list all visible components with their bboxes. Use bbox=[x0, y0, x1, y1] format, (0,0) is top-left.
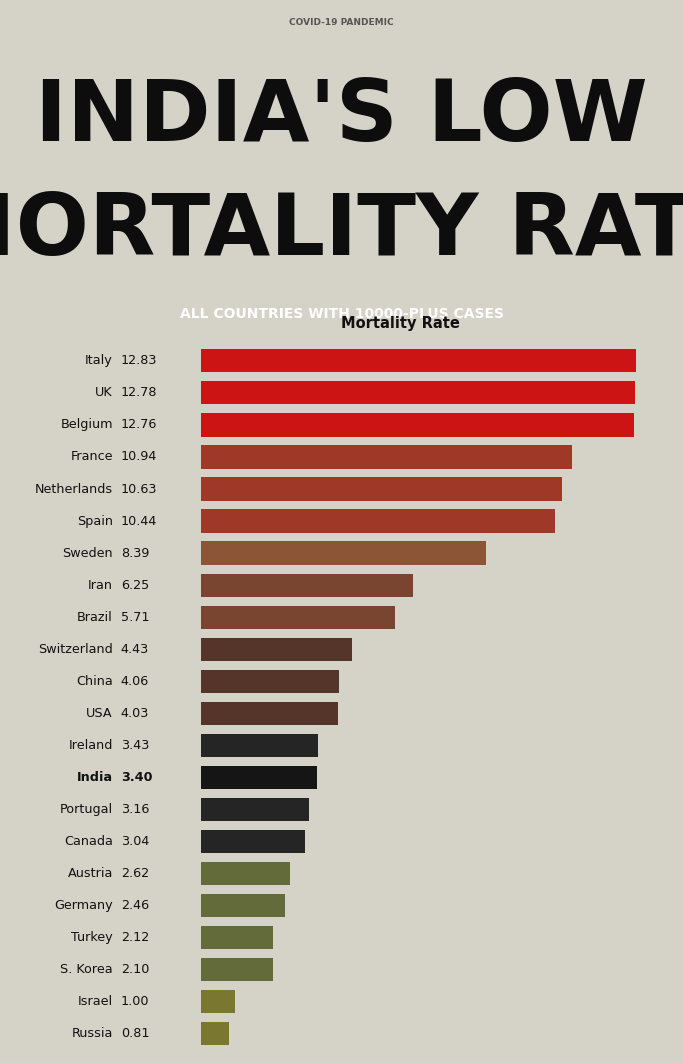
Text: USA: USA bbox=[86, 707, 113, 720]
Text: Austria: Austria bbox=[68, 866, 113, 879]
Text: Israel: Israel bbox=[78, 995, 113, 1008]
Bar bbox=[201, 670, 339, 693]
Text: ALL COUNTRIES WITH 10000-PLUS CASES: ALL COUNTRIES WITH 10000-PLUS CASES bbox=[180, 306, 503, 321]
Text: Canada: Canada bbox=[64, 834, 113, 847]
Bar bbox=[201, 958, 273, 981]
Text: Italy: Italy bbox=[85, 354, 113, 368]
Bar bbox=[201, 797, 309, 821]
Text: China: China bbox=[76, 675, 113, 688]
Text: Russia: Russia bbox=[72, 1027, 113, 1040]
Bar bbox=[201, 1022, 229, 1045]
Text: 12.83: 12.83 bbox=[121, 354, 157, 368]
Bar bbox=[201, 638, 352, 660]
Text: 2.12: 2.12 bbox=[121, 930, 149, 944]
Text: UK: UK bbox=[95, 387, 113, 400]
Text: 12.76: 12.76 bbox=[121, 419, 157, 432]
Text: 10.94: 10.94 bbox=[121, 451, 157, 463]
Bar bbox=[201, 733, 318, 757]
Text: 5.71: 5.71 bbox=[121, 610, 150, 624]
Text: 3.43: 3.43 bbox=[121, 739, 150, 752]
Text: 3.16: 3.16 bbox=[121, 803, 150, 815]
Text: Netherlands: Netherlands bbox=[35, 483, 113, 495]
Text: 2.10: 2.10 bbox=[121, 963, 150, 976]
Text: 6.25: 6.25 bbox=[121, 578, 149, 591]
Text: INDIA'S LOW: INDIA'S LOW bbox=[35, 77, 648, 159]
Text: 3.04: 3.04 bbox=[121, 834, 150, 847]
Text: S. Korea: S. Korea bbox=[60, 963, 113, 976]
Text: France: France bbox=[70, 451, 113, 463]
Bar bbox=[201, 382, 635, 405]
Text: 2.46: 2.46 bbox=[121, 898, 149, 912]
Bar bbox=[201, 894, 285, 916]
Text: Brazil: Brazil bbox=[77, 610, 113, 624]
Text: Germany: Germany bbox=[54, 898, 113, 912]
Text: Spain: Spain bbox=[76, 514, 113, 527]
Bar bbox=[201, 541, 486, 564]
Bar bbox=[201, 350, 637, 372]
Text: 0.81: 0.81 bbox=[121, 1027, 150, 1040]
Text: COVID-19 PANDEMIC: COVID-19 PANDEMIC bbox=[289, 18, 394, 27]
Text: MORTALITY RATE: MORTALITY RATE bbox=[0, 190, 683, 273]
Bar bbox=[201, 445, 572, 469]
Text: Switzerland: Switzerland bbox=[38, 642, 113, 656]
Bar bbox=[201, 509, 555, 533]
Text: 4.06: 4.06 bbox=[121, 675, 149, 688]
Text: 4.03: 4.03 bbox=[121, 707, 150, 720]
Text: Iran: Iran bbox=[88, 578, 113, 591]
Text: 4.43: 4.43 bbox=[121, 642, 149, 656]
Bar bbox=[201, 702, 338, 725]
Text: 10.63: 10.63 bbox=[121, 483, 157, 495]
Bar bbox=[201, 926, 273, 948]
Text: 3.40: 3.40 bbox=[121, 771, 152, 783]
Text: India: India bbox=[76, 771, 113, 783]
Bar bbox=[201, 862, 290, 884]
Text: Ireland: Ireland bbox=[68, 739, 113, 752]
Bar bbox=[201, 765, 317, 789]
Text: 10.44: 10.44 bbox=[121, 514, 157, 527]
Text: Portugal: Portugal bbox=[59, 803, 113, 815]
Text: 2.62: 2.62 bbox=[121, 866, 149, 879]
Text: Sweden: Sweden bbox=[62, 546, 113, 559]
Bar bbox=[201, 829, 305, 853]
Bar bbox=[201, 990, 236, 1013]
Text: 1.00: 1.00 bbox=[121, 995, 150, 1008]
Text: Turkey: Turkey bbox=[71, 930, 113, 944]
Text: Mortality Rate: Mortality Rate bbox=[342, 316, 460, 331]
Bar bbox=[201, 574, 413, 596]
Text: 8.39: 8.39 bbox=[121, 546, 150, 559]
Bar bbox=[201, 477, 562, 501]
Text: 12.78: 12.78 bbox=[121, 387, 157, 400]
Text: Belgium: Belgium bbox=[60, 419, 113, 432]
Bar bbox=[201, 606, 395, 628]
Bar bbox=[201, 414, 634, 437]
